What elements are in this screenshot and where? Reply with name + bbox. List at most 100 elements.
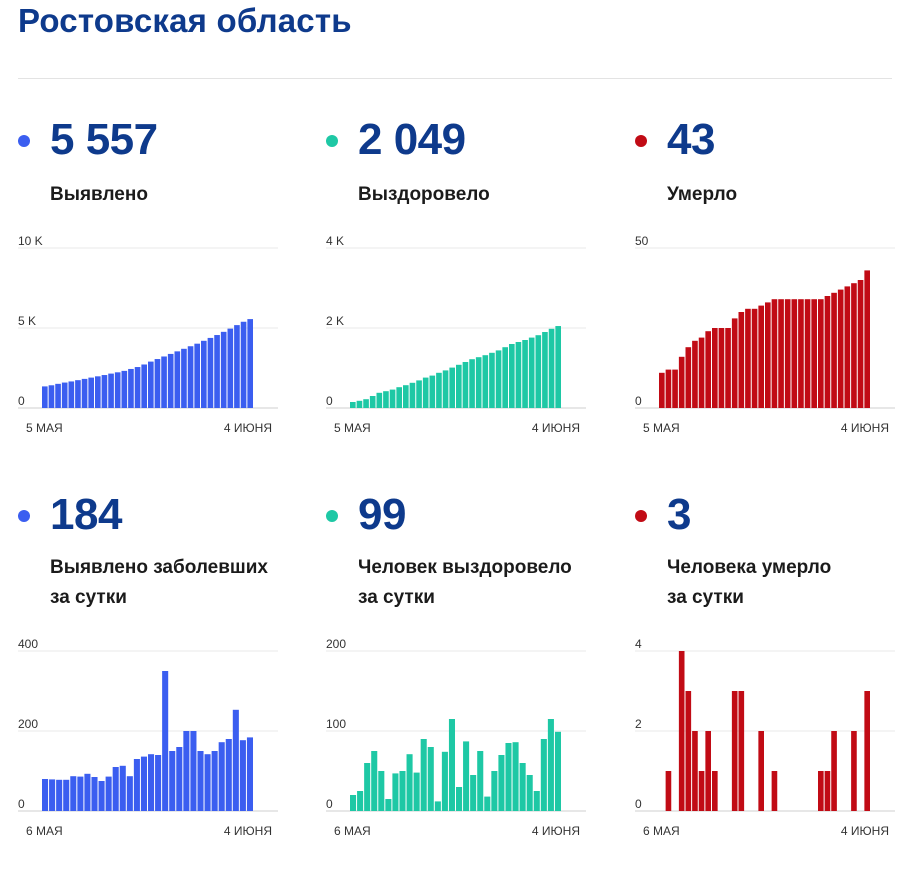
bar xyxy=(176,747,183,811)
bar xyxy=(112,767,119,811)
bar xyxy=(247,319,253,408)
card-detected-daily: 184 Выявлено заболевших за сутки 400 200 0… xyxy=(18,475,318,875)
legend-dot xyxy=(635,135,647,147)
bar xyxy=(148,361,154,408)
bar xyxy=(42,386,48,408)
bar xyxy=(385,799,392,811)
x-label-start: 5 МАЯ xyxy=(643,421,680,435)
x-label-start: 6 МАЯ xyxy=(334,824,371,838)
bar xyxy=(712,771,718,811)
bar xyxy=(427,747,434,811)
bar xyxy=(469,359,475,408)
bar xyxy=(148,754,155,811)
bar xyxy=(738,312,745,408)
x-label-start: 5 МАЯ xyxy=(26,421,63,435)
bar xyxy=(101,375,108,408)
bar xyxy=(851,283,857,408)
bar xyxy=(692,340,698,408)
card-died: 43 Умерло 50 0 5 МАЯ 4 ИЮНЯ xyxy=(635,100,897,500)
bar xyxy=(548,328,555,408)
bar xyxy=(851,731,857,811)
x-label-end: 4 ИЮНЯ xyxy=(532,421,580,435)
bar xyxy=(463,741,470,811)
y-tick-label: 400 xyxy=(18,637,38,651)
bar xyxy=(526,775,533,811)
bar xyxy=(70,776,77,811)
bar xyxy=(169,751,176,811)
bar xyxy=(533,791,540,811)
total-value: 43 xyxy=(667,115,715,164)
bar xyxy=(864,691,870,811)
bar xyxy=(528,337,535,408)
metric-label: Выявлено xyxy=(50,180,148,210)
y-tick-label: 50 xyxy=(635,234,649,248)
bar xyxy=(441,751,448,811)
metric-label-line: Выздоровело xyxy=(358,184,490,205)
bar xyxy=(187,346,194,408)
bar xyxy=(844,286,851,408)
bar xyxy=(512,742,519,811)
bar xyxy=(98,781,105,811)
chart-died: 50 05 МАЯ 4 ИЮНЯ xyxy=(635,234,895,435)
y-tick-label: 0 xyxy=(326,797,333,811)
bar xyxy=(406,754,413,811)
y-tick-label: 100 xyxy=(326,717,346,731)
bar xyxy=(811,299,817,408)
bar xyxy=(751,308,758,408)
bar xyxy=(685,691,692,811)
bar xyxy=(399,771,406,811)
bar xyxy=(698,337,705,408)
bar xyxy=(804,299,811,408)
bar xyxy=(75,380,81,408)
metric-label: Человек выздоровело за сутки xyxy=(358,553,572,613)
bar xyxy=(161,356,167,408)
bar xyxy=(448,719,455,811)
bar xyxy=(383,391,389,408)
bar xyxy=(378,771,385,811)
bar xyxy=(68,381,75,408)
bar xyxy=(119,765,126,811)
page-title: Ростовская область xyxy=(18,2,352,39)
chart-recovered: 4 K 2 K 05 МАЯ 4 ИЮНЯ xyxy=(326,234,586,435)
chart-recovered-daily: 200 100 06 МАЯ 4 ИЮНЯ xyxy=(326,637,586,838)
bar xyxy=(491,771,498,811)
bar xyxy=(535,335,542,408)
bar xyxy=(745,308,751,408)
bar xyxy=(758,305,764,408)
bar xyxy=(857,280,864,408)
bar xyxy=(542,332,548,408)
y-tick-label: 200 xyxy=(326,637,346,651)
bar xyxy=(818,771,824,811)
bar xyxy=(413,772,420,811)
bar xyxy=(665,369,672,408)
bar xyxy=(369,396,376,408)
bar xyxy=(239,740,246,811)
bar xyxy=(831,731,837,811)
y-tick-label: 4 K xyxy=(326,234,344,248)
bar xyxy=(540,739,547,811)
bar xyxy=(705,731,711,811)
bar xyxy=(190,731,197,811)
bar xyxy=(698,771,705,811)
metric-label-line: Человека умерло xyxy=(667,557,832,578)
bar xyxy=(77,776,84,811)
bar xyxy=(227,328,234,408)
bar xyxy=(791,299,798,408)
bar xyxy=(864,270,870,408)
bar xyxy=(765,302,771,408)
bar xyxy=(234,325,240,408)
bar xyxy=(515,342,522,408)
bar xyxy=(477,751,484,811)
bar xyxy=(489,352,495,408)
y-tick-label: 5 K xyxy=(18,314,36,328)
bar xyxy=(246,737,253,811)
bar xyxy=(665,771,672,811)
bar xyxy=(416,380,422,408)
legend-dot xyxy=(635,510,647,522)
bar xyxy=(403,385,409,408)
bar xyxy=(482,355,489,408)
metric-label: Выздоровело xyxy=(358,180,490,210)
bar xyxy=(133,759,140,811)
bar xyxy=(128,368,134,408)
